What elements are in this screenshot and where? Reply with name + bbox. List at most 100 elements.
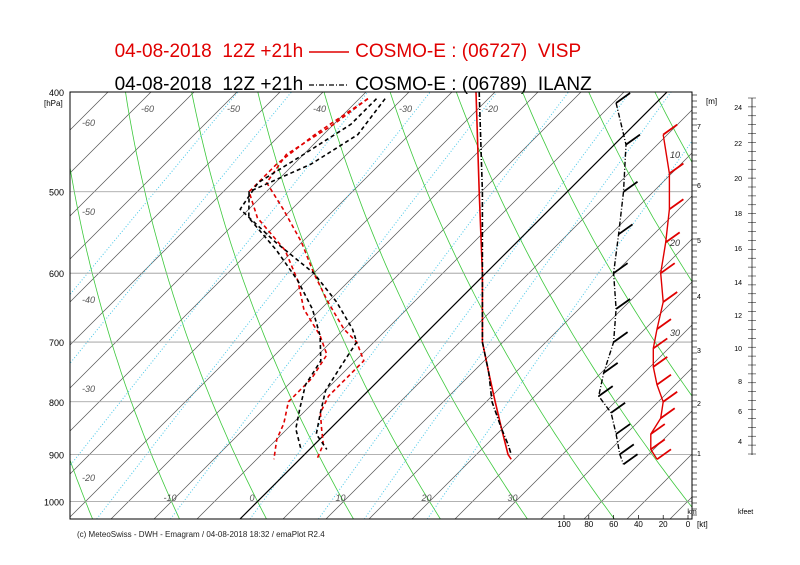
series-ilanz-dewpoint [247, 98, 386, 450]
kfeet-tick-label: 12 [734, 313, 742, 320]
pressure-tick-label: 700 [49, 338, 64, 348]
mixing-ratio-line [70, 92, 369, 467]
left-temp-label: -40 [82, 295, 95, 305]
wind-visp-barb [652, 356, 668, 368]
wind-visp-barb [650, 423, 666, 435]
dry-adiabat-line [323, 92, 528, 519]
wind-visp [650, 134, 671, 460]
wind-visp-barb [662, 291, 678, 303]
bottom-temp-label: 0 [250, 493, 255, 503]
wind-ilanz-barb [625, 133, 641, 146]
left-temp-label: -50 [82, 207, 95, 217]
isotherm-line [70, 92, 152, 174]
series-visp-dewpoint [248, 98, 369, 460]
title-date: 04-08-2018 [114, 74, 212, 95]
wind-ilanz-barb [613, 262, 629, 274]
mixing-ratio-line [363, 92, 672, 519]
wind-ilanz-barb [615, 298, 631, 310]
mixing-ratio-line [70, 92, 239, 296]
isotherm-line [70, 92, 496, 518]
km-tick-label: 5 [697, 238, 701, 245]
wind-ilanz-barb [610, 402, 626, 414]
isotherm-line [0, 92, 22, 519]
wind-ilanz-barb [615, 92, 631, 104]
isotherm-line [196, 92, 625, 519]
bottom-temp-label: 10 [336, 493, 346, 503]
isotherm-line [153, 92, 582, 519]
km-tick-label: 6 [697, 183, 701, 190]
mixing-ratio-line [70, 92, 292, 365]
left-temp-label: -20 [82, 473, 95, 483]
kfeet-tick-label: 16 [734, 246, 742, 253]
pressure-tick-label: 500 [49, 188, 64, 198]
dry-adiabat-line [588, 92, 692, 283]
legend-dashdot-line [309, 84, 350, 86]
dry-adiabat-line [125, 92, 267, 519]
wind-visp-barb [656, 448, 672, 461]
title-ilanz: 04-08-2018 12Z +21h COSMO-E : (06789) ILA… [104, 52, 592, 96]
kfeet-tick-label: 14 [734, 280, 742, 287]
series-visp-reference [475, 92, 512, 460]
pressure-tick-label: 900 [49, 450, 64, 460]
isotherm-line [282, 109, 692, 519]
km-tick-label: 2 [697, 401, 701, 408]
wind-speed-tick-label: 20 [659, 520, 668, 529]
left-temp-label: -30 [82, 384, 95, 394]
isotherm-line [540, 367, 692, 519]
pressure-tick-label: 600 [49, 269, 64, 279]
dry-adiabat-line [787, 92, 800, 519]
kfeet-tick-label: 6 [738, 409, 742, 416]
pressure-tick-label: 800 [49, 398, 64, 408]
kfeet-tick-label: 24 [734, 105, 742, 112]
bottom-temp-label: 30 [508, 493, 518, 503]
isotherm-line [70, 92, 281, 303]
wind-visp-barb [656, 373, 672, 386]
wind-ilanz-barb [603, 362, 619, 374]
wind-ilanz-barb [618, 223, 634, 236]
isotherm-line [70, 92, 195, 217]
isotherm-line [497, 324, 692, 519]
mixing-ratio-line [249, 92, 569, 519]
wind-visp-barb [662, 123, 678, 136]
wind-speed-tick-label: 80 [584, 520, 593, 529]
isotherm-line [756, 92, 800, 519]
isotherm-line [411, 238, 692, 519]
footer-credit: (c) MeteoSwiss - DWH - Emagram / 04-08-2… [77, 530, 325, 539]
km-tick-label: 7 [697, 124, 701, 131]
upper-temp-label: -60 [141, 104, 154, 114]
series-ilanz-temperature [239, 98, 378, 450]
upper-temp-label: -50 [227, 104, 240, 114]
series-layer [239, 92, 512, 460]
kt-unit-label: [kt] [697, 520, 708, 529]
isotherm-line [454, 281, 692, 519]
isotherm-line [70, 92, 238, 260]
wind-ilanz-barb [622, 180, 639, 193]
km-unit-label: km [687, 509, 697, 516]
wind-ilanz [597, 102, 627, 465]
dry-adiabat-line [522, 92, 692, 397]
km-tick-label: 1 [697, 451, 701, 458]
title-station: VISP [537, 41, 582, 62]
dry-adiabat-line [70, 165, 180, 519]
dry-adiabat-line [191, 92, 354, 519]
title-model: COSMO-E : (06727) [355, 41, 528, 62]
dry-adiabat-line [257, 92, 441, 519]
wind-visp-barb [668, 162, 684, 175]
pressure-tick-label: 400 [49, 88, 64, 98]
wind-visp-barb [652, 337, 668, 350]
isotherm-line [70, 92, 324, 346]
wind-ilanz-barb [619, 443, 635, 456]
wind-visp-barb [668, 198, 684, 210]
wind-visp-barb [660, 407, 676, 419]
title-run: 12Z +21h [222, 41, 304, 62]
km-tick-label: 3 [697, 348, 701, 355]
isotherm-line [70, 92, 367, 389]
wind-layer [597, 92, 684, 465]
dry-adiabat-line [455, 92, 692, 508]
wind-ilanz-barb [598, 385, 614, 397]
kfeet-tick-label: 22 [734, 141, 742, 148]
wind-visp-barb [660, 262, 676, 274]
isotherm-line [325, 152, 692, 519]
